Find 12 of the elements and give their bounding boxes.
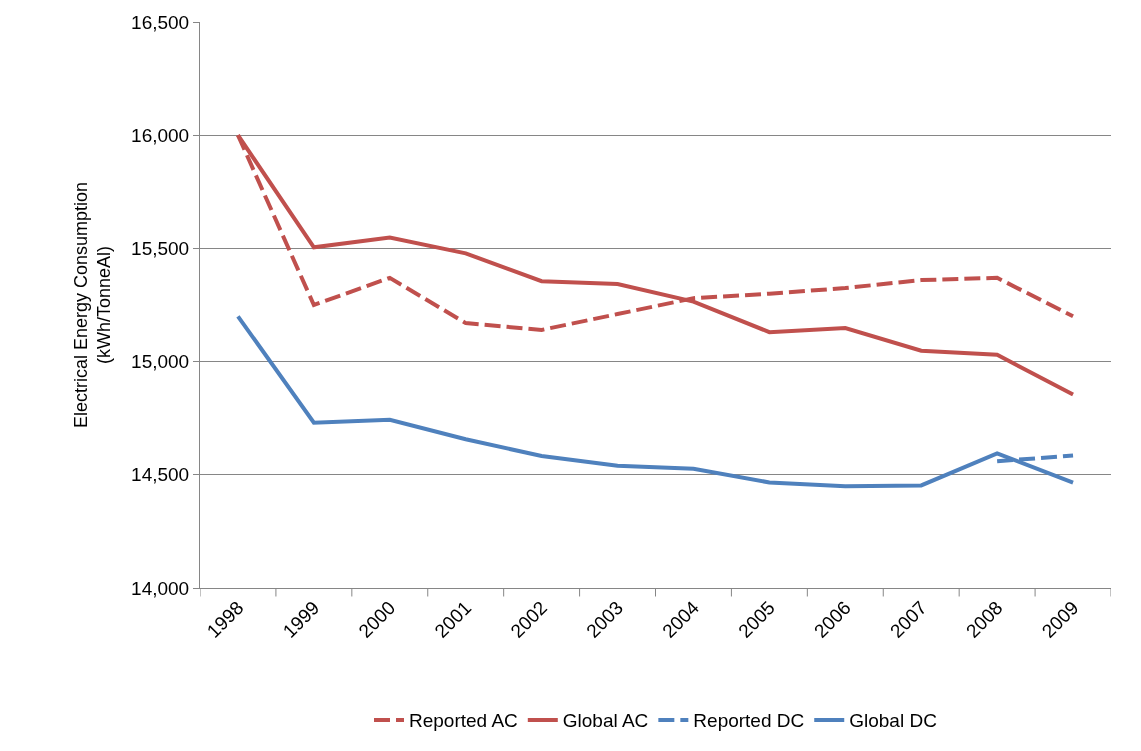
y-tick-label: 14,500	[131, 464, 190, 486]
y-axis-title: Electrical Energy Consumption (kWh/TonneAl)	[70, 181, 115, 429]
legend-label: Reported DC	[693, 710, 805, 732]
legend-label: Global AC	[562, 710, 649, 732]
y-tick-label: 15,000	[131, 351, 190, 373]
legend-label: Reported AC	[409, 710, 518, 732]
y-tick-label: 15,500	[131, 238, 190, 260]
legend-label: Global DC	[849, 710, 937, 732]
y-tick-label: 14,000	[131, 577, 190, 599]
y-tick-label: 16,500	[131, 11, 190, 33]
line-series	[235, 314, 1076, 489]
y-tick-label: 16,000	[131, 124, 190, 146]
